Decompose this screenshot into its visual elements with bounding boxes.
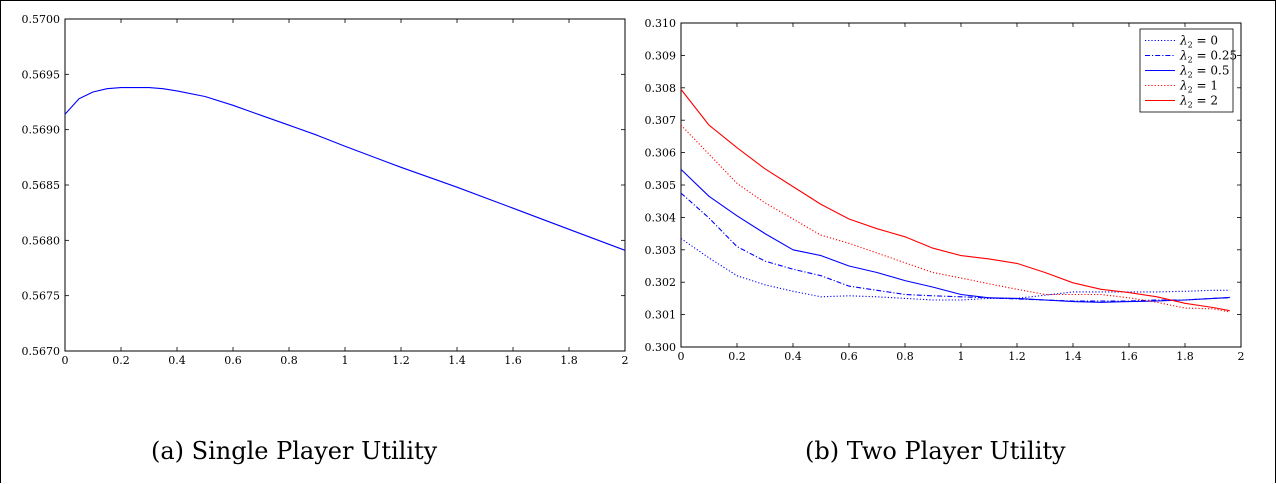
x-tick-label: 1.4	[1064, 350, 1082, 363]
y-tick-label: 0.302	[645, 276, 677, 289]
x-tick-label: 1.8	[560, 354, 578, 367]
y-tick-label: 0.300	[645, 341, 677, 354]
x-tick-label: 0.2	[728, 350, 746, 363]
x-tick-label: 2	[622, 354, 629, 367]
x-tick-label: 0	[678, 350, 685, 363]
x-tick-label: 1.4	[448, 354, 466, 367]
series-line-1-2	[680, 169, 1230, 303]
x-tick-label: 0.6	[840, 350, 858, 363]
series-line-1-0	[680, 238, 1230, 301]
legend-label: λ2 = 2	[1179, 94, 1218, 110]
caption-single-player: (a) Single Player Utility	[151, 437, 438, 465]
x-tick-label: 1	[342, 354, 349, 367]
x-tick-label: 1.8	[1176, 350, 1194, 363]
y-tick-label: 0.303	[645, 244, 677, 257]
legend-label: λ2 = 0.5	[1179, 64, 1229, 80]
chart-two-player: 0 0.2 0.4 0.6 0.8 1 1.2 1.4 1.6 1.8 2 0.300 0.301 0.3…	[645, 17, 1245, 363]
x-tick-label: 0.4	[168, 354, 186, 367]
y-tick-label: 0.307	[645, 114, 677, 127]
x-tick-label: 1.6	[504, 354, 522, 367]
caption-two-player: (b) Two Player Utility	[805, 437, 1066, 465]
y-tick-label: 0.304	[645, 211, 677, 224]
chart-single-player: 0 0.2 0.4 0.6 0.8 1 1.2 1.4 1.6 1.8 2 0.5670 0.5675 0…	[22, 13, 629, 367]
legend-label: λ2 = 0.25	[1179, 49, 1237, 65]
y-tick-label: 0.308	[645, 82, 677, 95]
y-tick-label: 0.5680	[22, 234, 61, 247]
legend-label: λ2 = 1	[1179, 79, 1218, 95]
y-tick-label: 0.305	[645, 179, 677, 192]
y-tick-label: 0.5700	[22, 13, 61, 26]
y-tick-label: 0.309	[645, 49, 677, 62]
y-tick-label: 0.306	[645, 147, 677, 160]
plot-frame	[64, 18, 626, 352]
x-tick-label: 0.6	[224, 354, 242, 367]
series-line-0-0	[64, 87, 626, 251]
x-tick-label: 0	[62, 354, 69, 367]
y-tick-label: 0.301	[645, 309, 677, 322]
series-line-1-4	[680, 89, 1230, 312]
y-tick-label: 0.5685	[22, 179, 61, 192]
x-tick-label: 0.2	[112, 354, 130, 367]
y-tick-label: 0.5690	[22, 124, 61, 137]
legend-label: λ2 = 0	[1179, 34, 1218, 50]
y-tick-label: 0.5695	[22, 68, 61, 81]
x-tick-label: 1	[958, 350, 965, 363]
x-tick-label: 1.6	[1120, 350, 1138, 363]
x-tick-label: 2	[1238, 350, 1245, 363]
x-tick-label: 1.2	[1008, 350, 1026, 363]
y-tick-label: 0.5675	[22, 290, 61, 303]
series-line-1-1	[680, 192, 1230, 302]
x-tick-label: 0.8	[280, 354, 298, 367]
y-tick-label: 0.310	[645, 17, 677, 30]
x-tick-label: 0.4	[784, 350, 802, 363]
x-tick-label: 1.2	[392, 354, 410, 367]
y-tick-label: 0.5670	[22, 345, 61, 358]
x-tick-label: 0.8	[896, 350, 914, 363]
series-line-1-3	[680, 124, 1230, 313]
